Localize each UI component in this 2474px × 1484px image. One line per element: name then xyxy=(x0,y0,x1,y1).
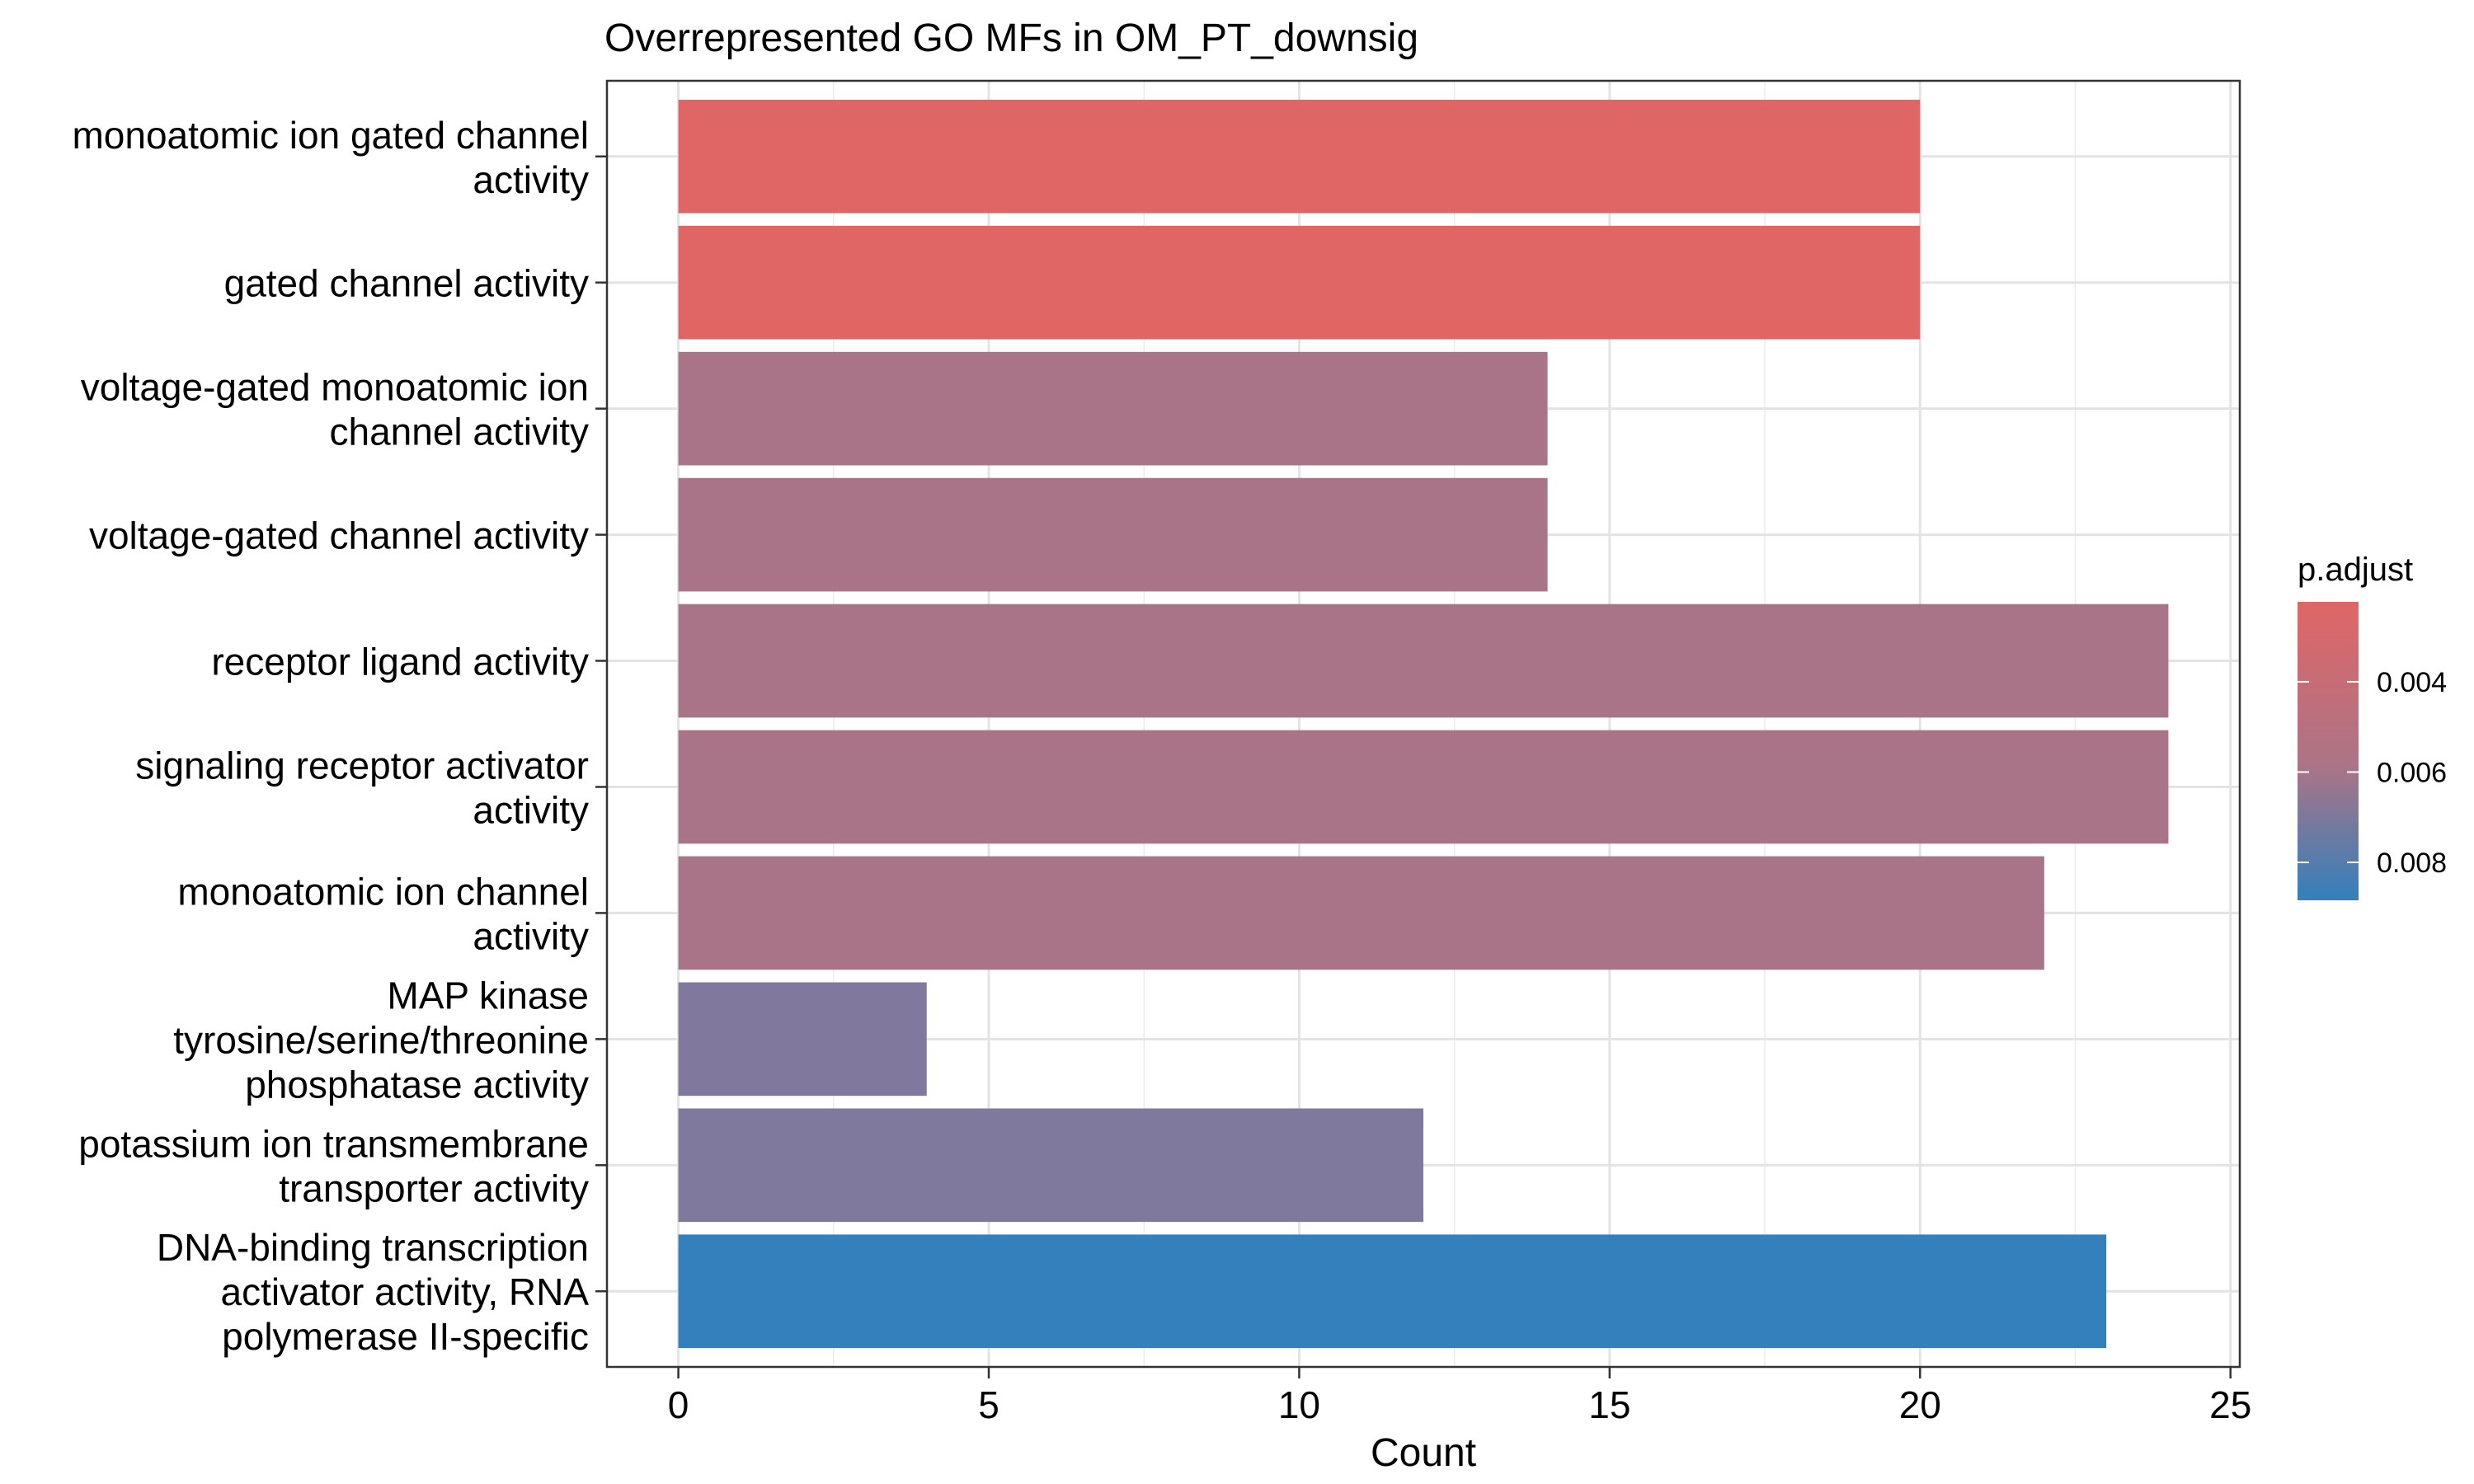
y-tick-label: voltage-gated monoatomic ion xyxy=(81,366,589,409)
y-tick-label: phosphatase activity xyxy=(245,1063,589,1106)
y-tick-label: channel activity xyxy=(330,411,590,453)
x-tick-label: 15 xyxy=(1588,1383,1630,1426)
colorbar xyxy=(2298,602,2359,900)
x-tick-label: 25 xyxy=(2209,1383,2251,1426)
bar xyxy=(678,856,2044,970)
y-tick-label: MAP kinase xyxy=(387,974,589,1017)
y-tick-label: transporter activity xyxy=(279,1167,589,1209)
bar xyxy=(678,603,2169,718)
x-axis: 0 5 10 15 20 25 xyxy=(668,1367,2251,1426)
x-tick-label: 20 xyxy=(1899,1383,1941,1426)
y-tick-label: tyrosine/serine/threonine xyxy=(173,1018,589,1061)
y-tick-label: activity xyxy=(473,914,589,957)
y-tick-label: activator activity, RNA xyxy=(221,1270,590,1313)
colorbar-tick-label: 0.006 xyxy=(2377,757,2447,788)
bar xyxy=(678,730,2169,844)
chart-title: Overrepresented GO MFs in OM_PT_downsig xyxy=(604,16,1418,60)
plot-panel-border xyxy=(605,79,2241,1369)
colorbar-tick-label: 0.004 xyxy=(2377,667,2447,698)
y-tick-label: gated channel activity xyxy=(224,262,589,305)
x-tick-label: 5 xyxy=(978,1383,999,1426)
bar xyxy=(678,1108,1423,1223)
y-tick-label: signaling receptor activator xyxy=(135,744,589,787)
bar xyxy=(678,982,927,1097)
bar xyxy=(678,1234,2107,1349)
y-tick-label: activity xyxy=(473,788,589,831)
bar xyxy=(678,99,1921,214)
y-tick-label: polymerase II-specific xyxy=(222,1315,589,1358)
x-tick-label: 10 xyxy=(1278,1383,1320,1426)
bars xyxy=(678,99,2169,1349)
y-tick-label: voltage-gated channel activity xyxy=(89,514,589,557)
bar xyxy=(678,351,1548,466)
legend-title: p.adjust xyxy=(2298,552,2413,588)
colorbar-legend: p.adjust 0.004 0.006 0.008 xyxy=(2298,552,2447,900)
bar xyxy=(678,477,1548,592)
x-axis-label: Count xyxy=(1371,1431,1476,1475)
y-tick-label: monoatomic ion gated channel xyxy=(72,114,589,157)
y-tick-label: receptor ligand activity xyxy=(211,641,589,683)
x-tick-label: 0 xyxy=(668,1383,689,1426)
bar xyxy=(678,225,1921,340)
y-tick-label: potassium ion transmembrane xyxy=(78,1122,589,1165)
colorbar-tick-label: 0.008 xyxy=(2377,848,2447,879)
y-axis: monoatomic ion gated channelactivitygate… xyxy=(72,114,607,1358)
y-tick-label: activity xyxy=(473,158,589,201)
y-tick-label: monoatomic ion channel xyxy=(177,870,589,913)
y-tick-label: DNA-binding transcription xyxy=(157,1226,589,1269)
